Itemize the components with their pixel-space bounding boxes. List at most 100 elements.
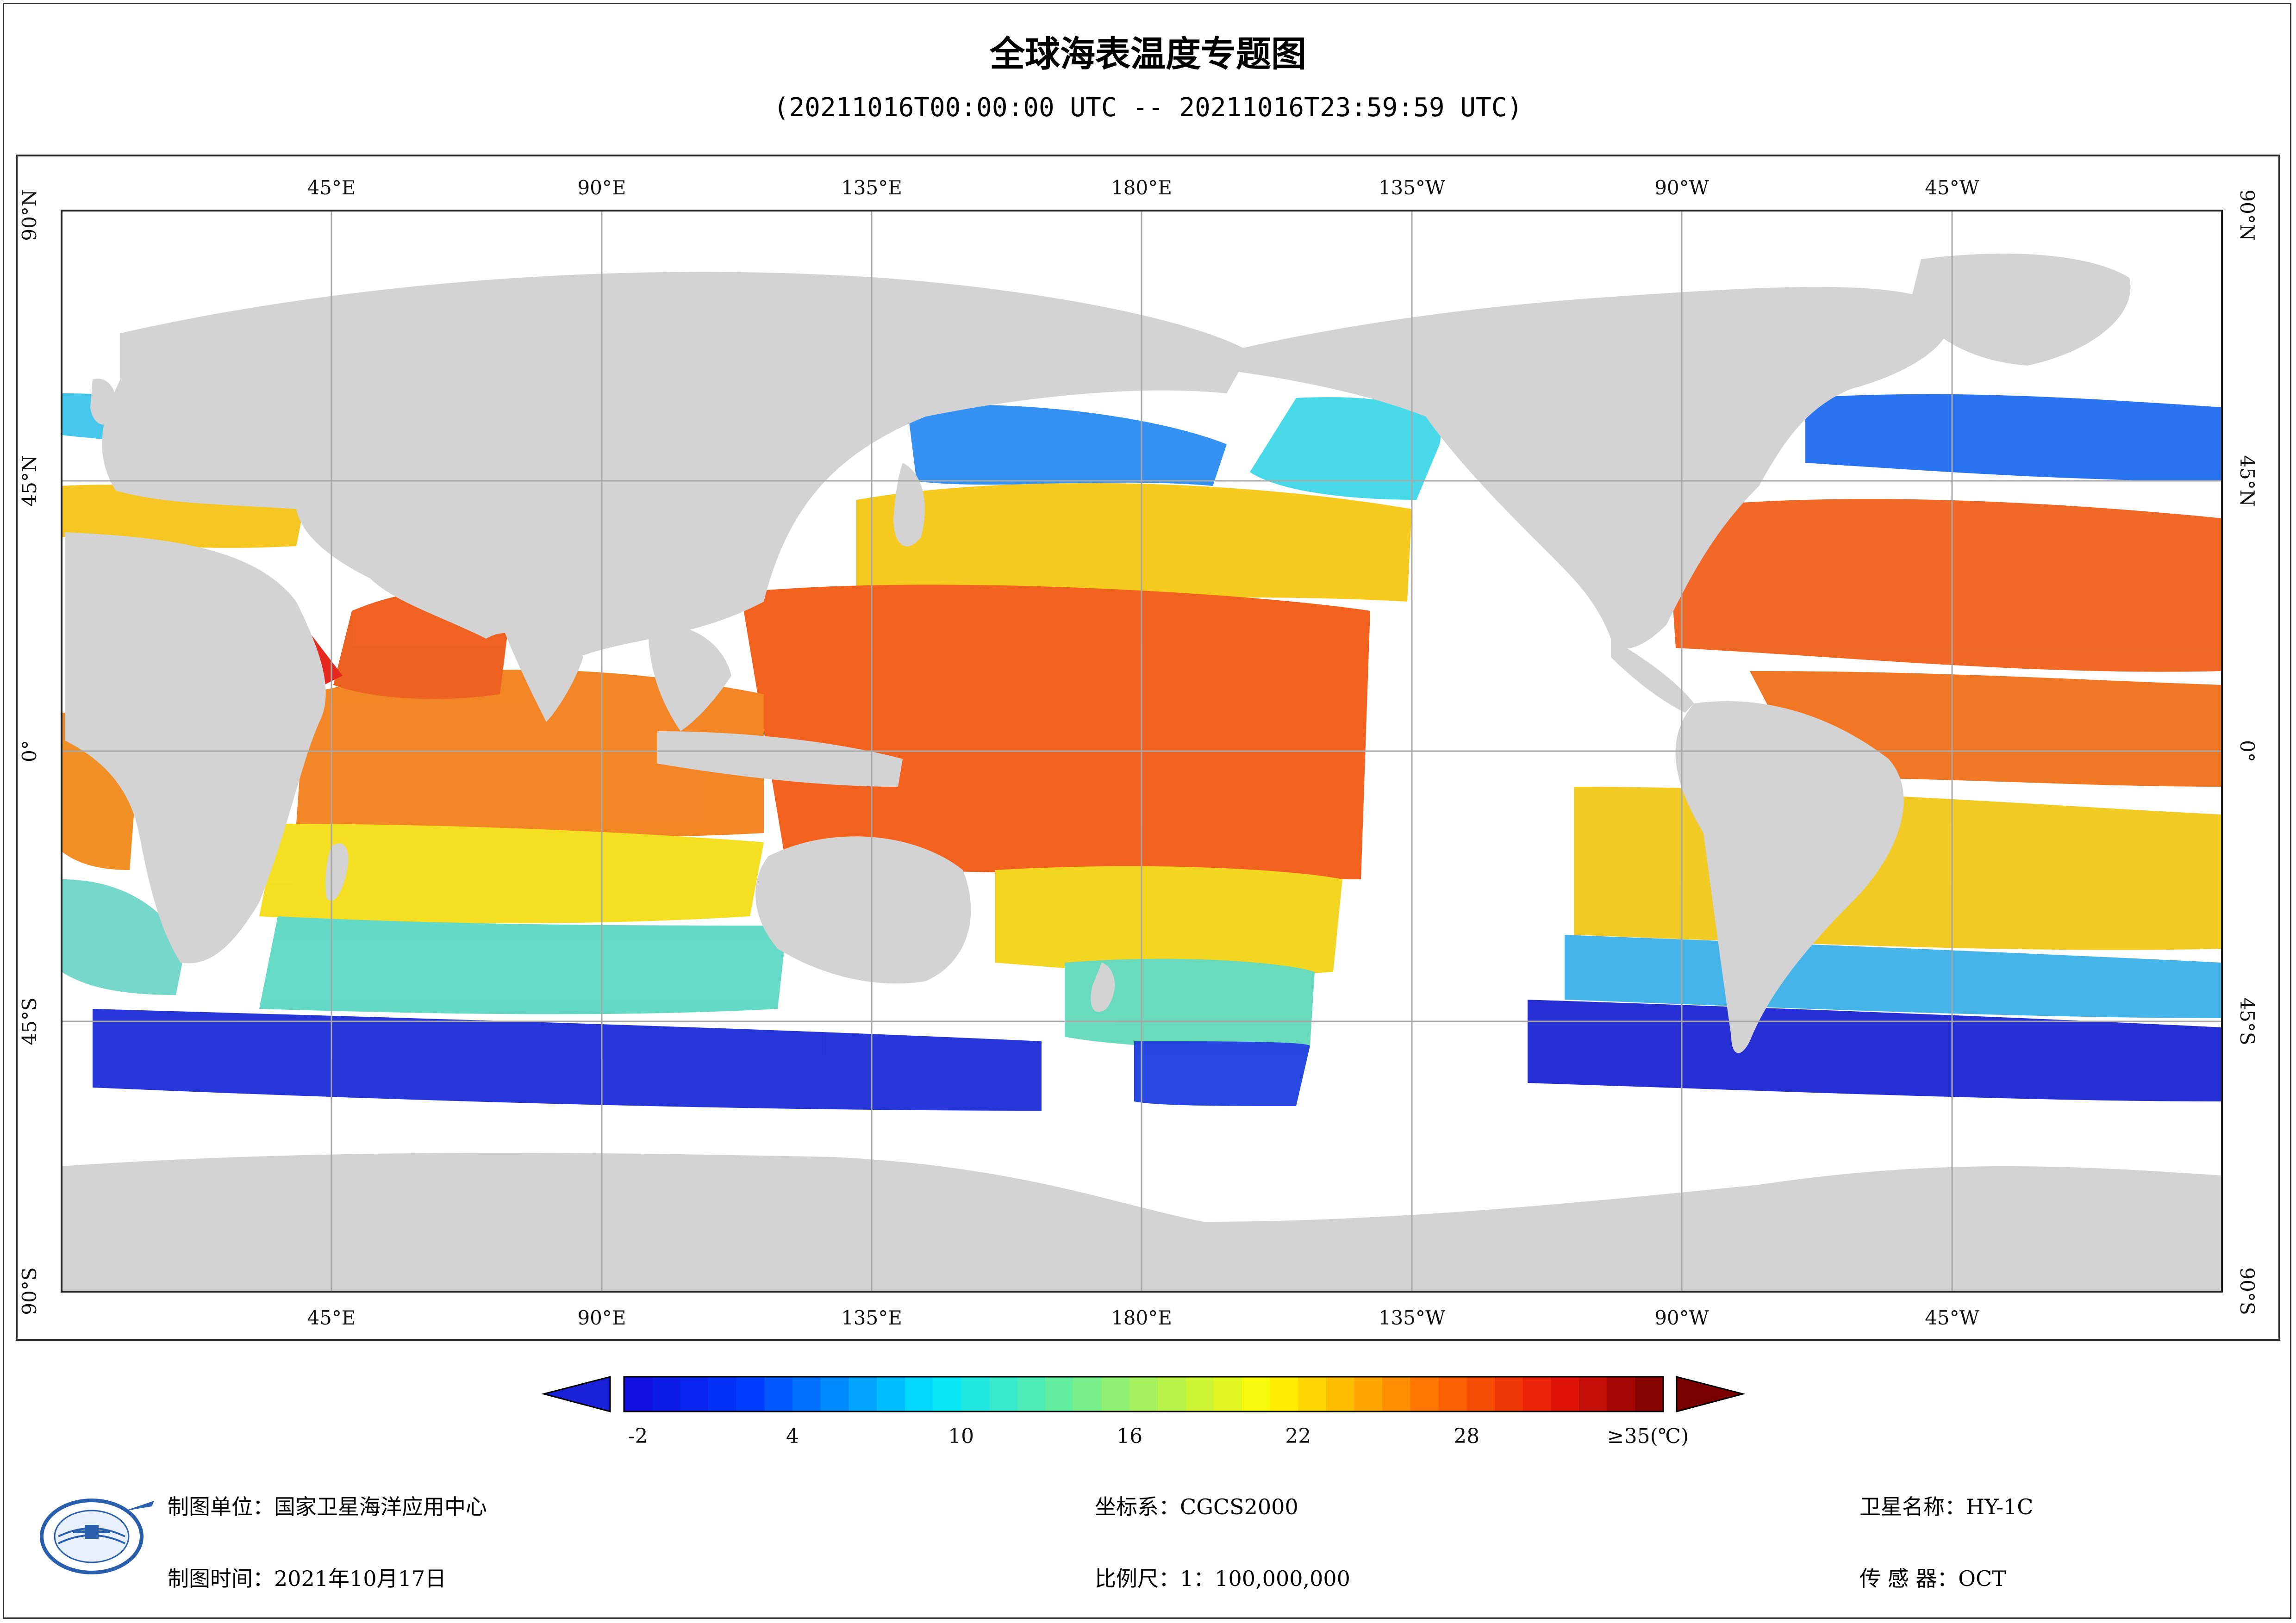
colorbar-swatch xyxy=(1101,1377,1130,1412)
lat-label-right: 45°N xyxy=(2236,455,2259,506)
colorbar-swatch xyxy=(652,1377,680,1412)
lon-label-bottom: 180°E xyxy=(1111,1306,1172,1329)
colorbar-swatch xyxy=(1073,1377,1102,1412)
colorbar-swatch xyxy=(1607,1377,1635,1412)
sst-north-atlantic-warm xyxy=(1666,499,2222,672)
lon-labels-bottom: 45°E 90°E 135°E 180°E 135°W 90°W 45°W xyxy=(307,1306,1979,1329)
land-central-america xyxy=(1611,639,1694,713)
colorbar-swatch xyxy=(680,1377,709,1412)
colorbar-swatch xyxy=(736,1377,765,1412)
lat-label-right: 45°S xyxy=(2236,997,2259,1045)
lat-label-right: 0° xyxy=(2236,740,2259,762)
colorbar-swatch xyxy=(1494,1377,1523,1412)
lon-label-top: 45°W xyxy=(1925,176,1979,199)
colorbar-swatch xyxy=(1270,1377,1298,1412)
colorbar-swatch xyxy=(1242,1377,1271,1412)
colorbar-swatch xyxy=(1017,1377,1046,1412)
colorbar-swatch xyxy=(905,1377,934,1412)
graticule xyxy=(62,211,2222,1292)
land-greenland xyxy=(1912,254,2131,366)
lat-label-right: 90°N xyxy=(2236,189,2259,241)
sst-north-atlantic-blue xyxy=(1805,394,2222,481)
colorbar-swatch xyxy=(624,1377,653,1412)
sst-southern-blue xyxy=(93,1009,1042,1111)
sst-indian-cyan xyxy=(259,916,787,1014)
lon-label-top: 45°E xyxy=(307,176,356,199)
sst-south-atlantic-blue xyxy=(1528,1000,2222,1101)
lat-label-left: 90°S xyxy=(18,1267,41,1315)
lon-label-top: 180°E xyxy=(1111,176,1172,199)
footer-map-unit: 制图单位：国家卫星海洋应用中心 xyxy=(168,1494,487,1519)
colorbar-tick-label: 10 xyxy=(948,1424,974,1448)
lat-labels-left: 90°N 45°N 0° 45°S 90°S xyxy=(18,189,41,1315)
colorbar-swatch xyxy=(1438,1377,1467,1412)
colorbar-swatch xyxy=(1185,1377,1214,1412)
colorbar-tick-label: 4 xyxy=(786,1424,799,1448)
colorbar-swatch xyxy=(933,1377,961,1412)
lat-label-left: 0° xyxy=(18,740,41,762)
time-range-subtitle: (20211016T00:00:00 UTC -- 20211016T23:59… xyxy=(773,93,1523,123)
land-japan xyxy=(893,463,925,547)
lon-label-bottom: 135°E xyxy=(841,1306,902,1329)
lon-label-bottom: 90°W xyxy=(1654,1306,1709,1329)
colorbar-swatch xyxy=(849,1377,877,1412)
colorbar-tick-label: 28 xyxy=(1454,1424,1479,1448)
colorbar-swatch xyxy=(1326,1377,1355,1412)
sst-north-pacific-cyan xyxy=(1250,397,1441,500)
map-content xyxy=(62,211,2222,1292)
lon-labels-top: 45°E 90°E 135°E 180°E 135°W 90°W 45°W xyxy=(307,176,1979,199)
lat-label-left: 45°N xyxy=(18,455,41,506)
colorbar-swatch xyxy=(1522,1377,1551,1412)
colorbar-swatch xyxy=(792,1377,821,1412)
sst-pacific-south-cyan xyxy=(1065,958,1315,1048)
land-africa xyxy=(65,532,326,964)
sst-pacific-south-yellow xyxy=(995,866,1342,976)
sst-pacific-warm xyxy=(741,585,1370,879)
colorbar-swatch xyxy=(1045,1377,1074,1412)
colorbar-under-arrow xyxy=(541,1376,611,1412)
colorbar-swatch xyxy=(1410,1377,1439,1412)
colorbar-tick-label: -2 xyxy=(628,1424,648,1448)
colorbar-over-arrow xyxy=(1676,1376,1746,1412)
map-inner-border xyxy=(61,210,2223,1293)
sst-south-africa-cyan xyxy=(62,879,185,995)
colorbar-border xyxy=(623,1376,1664,1412)
land-australia xyxy=(755,836,971,984)
colorbar-swatch xyxy=(764,1377,793,1412)
land-indonesia xyxy=(657,731,903,787)
land-india xyxy=(500,619,583,722)
lat-label-left: 90°N xyxy=(18,189,41,241)
footer-sensor: 传 感 器：OCT xyxy=(1859,1566,2006,1591)
outer-frame xyxy=(3,3,2291,1619)
lon-label-bottom: 135°W xyxy=(1379,1306,1446,1329)
colorbar-swatch xyxy=(961,1377,990,1412)
colorbar-tick-label: 16 xyxy=(1117,1424,1142,1448)
lat-label-right: 90°S xyxy=(2236,1267,2259,1315)
page-title: 全球海表温度专题图 xyxy=(990,33,1306,75)
land-uk xyxy=(90,379,117,425)
colorbar-swatch xyxy=(1578,1377,1608,1412)
colorbar-swatch xyxy=(1466,1377,1495,1412)
colorbar-swatch xyxy=(1298,1377,1327,1412)
colorbar-swatch xyxy=(1129,1377,1158,1412)
land-south-america xyxy=(1675,701,1904,1053)
sst-indian-yellow xyxy=(259,824,764,923)
sst-pacific-yellow xyxy=(856,483,1412,602)
lat-labels-right: 90°N 45°N 0° 45°S 90°S xyxy=(2236,189,2259,1315)
colorbar: -2 4 10 16 22 28 ≥35(℃) xyxy=(541,1376,1746,1448)
colorbar-swatch xyxy=(820,1377,849,1412)
colorbar-swatch xyxy=(1354,1377,1383,1412)
colorbar-swatch xyxy=(877,1377,905,1412)
footer-crs: 坐标系：CGCS2000 xyxy=(1095,1494,1298,1519)
lon-label-top: 90°W xyxy=(1654,176,1709,199)
colorbar-swatch xyxy=(1382,1377,1411,1412)
footer-scale: 比例尺：1：100,000,000 xyxy=(1095,1566,1350,1591)
colorbar-swatch xyxy=(1635,1377,1664,1412)
map-frame xyxy=(16,155,2280,1341)
colorbar-swatch xyxy=(1157,1377,1186,1412)
sst-north-pacific-cold xyxy=(907,404,1227,486)
sst-indian-warm xyxy=(296,670,764,837)
colorbar-swatch xyxy=(989,1377,1018,1412)
colorbar-swatches xyxy=(624,1377,1664,1412)
